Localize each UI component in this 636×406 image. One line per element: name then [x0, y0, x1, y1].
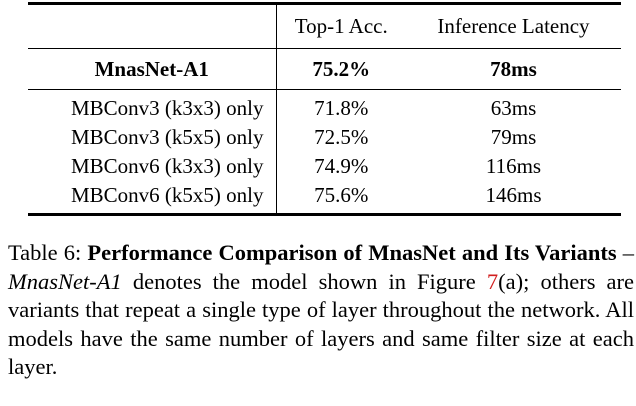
row-model: MBConv3 (k3x3) only: [28, 89, 277, 123]
row-model: MBConv6 (k3x3) only: [28, 152, 277, 181]
row-acc: 75.6%: [276, 181, 406, 216]
caption-text-2: (a); others are variants that repeat a s…: [8, 268, 635, 380]
row-latency: 79ms: [490, 125, 537, 149]
caption-model-name: MnasNet-A1: [8, 268, 122, 294]
row-acc: 72.5%: [314, 125, 369, 149]
header-inference-latency: Inference Latency: [437, 14, 590, 38]
table-row: MBConv6 (k3x3) only 74.9% 116ms: [28, 152, 621, 181]
row-acc: 71.8%: [314, 96, 369, 120]
comparison-table: Top-1 Acc. Inference Latency MnasNet-A1 …: [28, 2, 621, 216]
comparison-table-container: Top-1 Acc. Inference Latency MnasNet-A1 …: [28, 2, 621, 216]
row-latency: 63ms: [490, 96, 537, 120]
caption-text-1: denotes the model shown in Figure: [132, 268, 476, 294]
table-row: MBConv3 (k5x5) only 72.5% 79ms: [28, 123, 621, 152]
row-latency: 116ms: [485, 154, 542, 178]
header-top1-acc: Top-1 Acc.: [294, 14, 388, 38]
row-acc: 74.9%: [314, 154, 369, 178]
table-row-highlight: MnasNet-A1 75.2% 78ms: [28, 48, 621, 90]
highlight-model: MnasNet-A1: [28, 48, 277, 90]
highlight-latency: 78ms: [406, 48, 621, 90]
figure-reference-link[interactable]: 7: [486, 268, 499, 294]
caption-title: Performance Comparison of MnasNet and It…: [87, 240, 617, 265]
table-row: MBConv6 (k5x5) only 75.6% 146ms: [28, 181, 621, 216]
table-caption: Table 6: Performance Comparison of MnasN…: [8, 239, 634, 382]
table-header-row: Top-1 Acc. Inference Latency: [28, 5, 621, 49]
caption-label: Table 6:: [8, 240, 82, 265]
row-model: MBConv6 (k5x5) only: [28, 181, 277, 216]
row-model: MBConv3 (k5x5) only: [28, 123, 277, 152]
highlight-acc: 75.2%: [276, 48, 406, 90]
table-row: MBConv3 (k3x3) only 71.8% 63ms: [28, 89, 621, 123]
header-model: [28, 5, 277, 49]
caption-dash: –: [622, 240, 634, 265]
row-latency: 146ms: [406, 181, 621, 216]
